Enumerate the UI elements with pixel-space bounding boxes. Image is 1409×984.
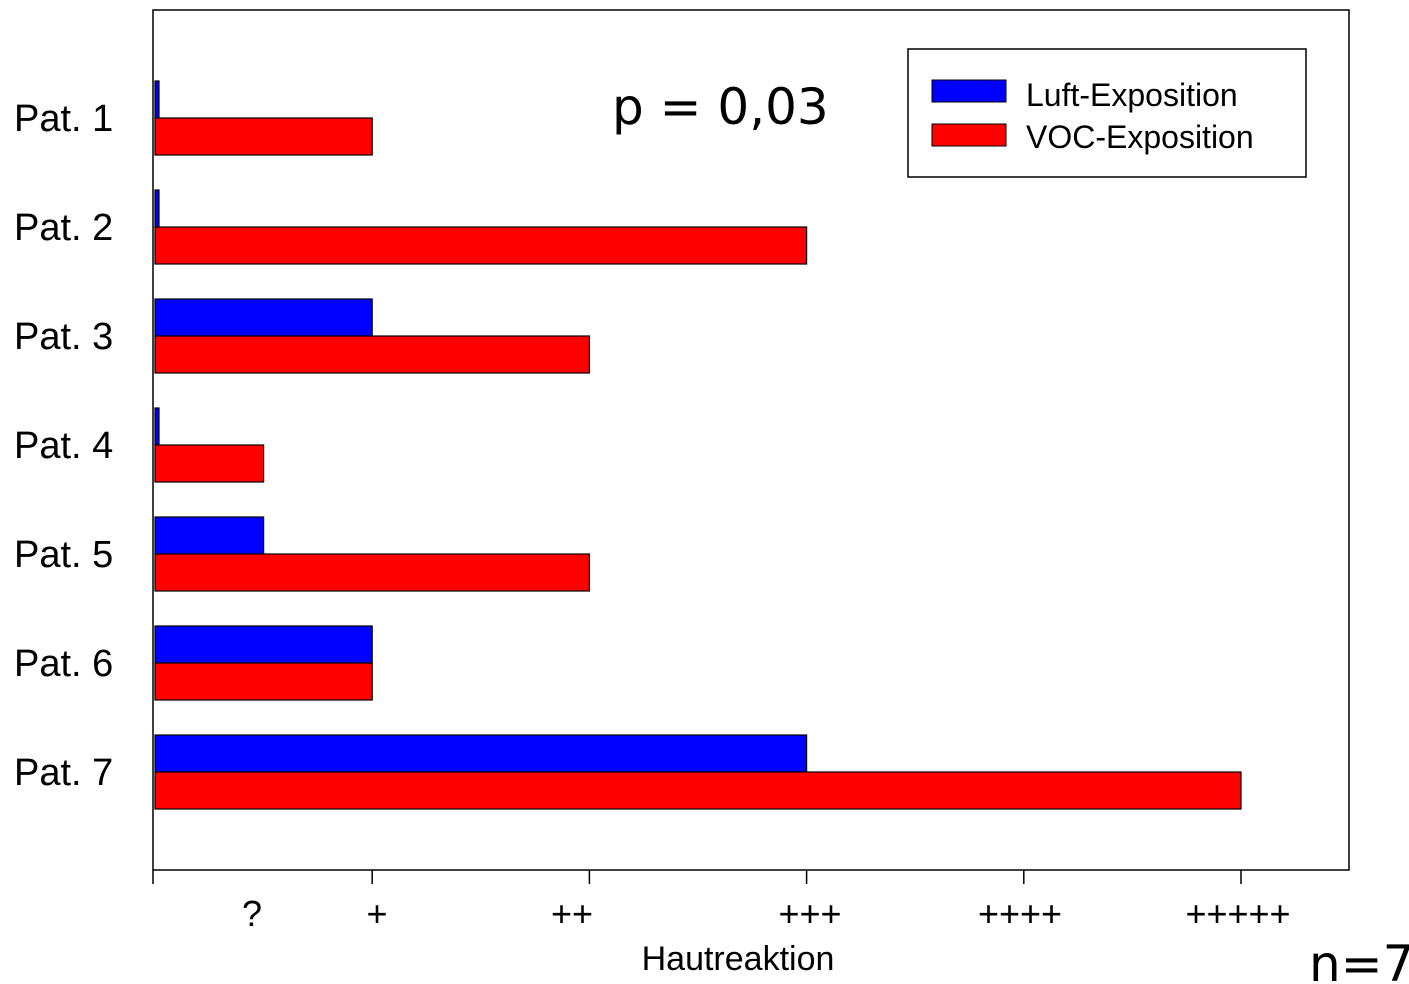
category-label: Pat. 6	[14, 643, 113, 685]
legend: Luft-Exposition VOC-Exposition	[907, 48, 1307, 178]
category-label: Pat. 2	[14, 207, 113, 249]
bar-luft-pat-4	[154, 407, 160, 446]
x-axis-ticks	[152, 870, 1242, 884]
plot-frame	[152, 9, 1350, 871]
category-labels: Pat. 1 Pat. 2 Pat. 3 Pat. 4 Pat. 5 Pat. 6 Pat.…	[14, 98, 113, 794]
x-tick-label: ?	[242, 893, 262, 934]
bar-luft-pat-3	[154, 298, 373, 337]
x-tick-label: +++++	[1185, 893, 1290, 934]
bar-voc-pat-6	[154, 662, 373, 701]
legend-label-voc: VOC-Exposition	[1026, 119, 1254, 155]
category-label: Pat. 7	[14, 752, 113, 794]
bar-voc-pat-3	[154, 335, 590, 374]
bar-luft-pat-5	[154, 516, 265, 555]
legend-label-luft: Luft-Exposition	[1026, 77, 1238, 113]
category-label: Pat. 3	[14, 316, 113, 358]
x-axis-title: Hautreaktion	[642, 940, 835, 978]
bar-voc-pat-7	[154, 771, 1242, 810]
x-tick-label: ++++	[978, 893, 1062, 934]
category-label: Pat. 1	[14, 98, 113, 140]
legend-swatch-luft	[931, 79, 1007, 103]
category-label: Pat. 4	[14, 425, 113, 467]
bar-luft-pat-6	[154, 625, 373, 664]
legend-swatch-voc	[931, 123, 1007, 147]
bar-luft-pat-1	[154, 80, 160, 119]
legend-box	[907, 48, 1307, 178]
x-axis-tick-labels: ? + ++ +++ ++++ +++++	[242, 893, 1291, 934]
p-value-annotation: p = 0,03	[612, 78, 829, 136]
x-tick-label: +++	[778, 893, 841, 934]
x-tick-label: ++	[551, 893, 593, 934]
bar-voc-pat-1	[154, 117, 373, 156]
bar-voc-pat-2	[154, 226, 808, 265]
bar-luft-pat-7	[154, 734, 808, 773]
bar-voc-pat-5	[154, 553, 590, 592]
sample-size-annotation: n=7	[1309, 935, 1409, 984]
bar-luft-pat-2	[154, 189, 160, 228]
bar-voc-pat-4	[154, 444, 265, 483]
category-label: Pat. 5	[14, 534, 113, 576]
x-tick-label: +	[366, 893, 387, 934]
bars-layer	[154, 80, 1242, 810]
